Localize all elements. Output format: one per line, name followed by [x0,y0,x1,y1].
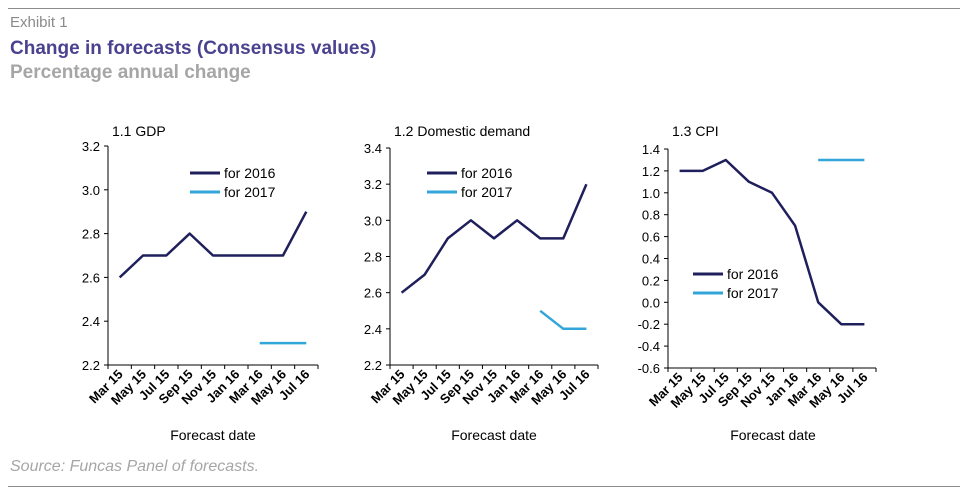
series-line-2 [539,309,587,331]
y-tick-label: 1.4 [642,142,660,157]
exhibit-label: Exhibit 1 [10,14,68,31]
y-tick-label: 2.6 [82,270,100,285]
y-tick-label: 3.2 [82,139,100,154]
chart-title: 1.3 CPI [672,123,719,139]
y-tick-label: -0.6 [638,361,660,376]
y-tick-label: 0.8 [642,208,660,223]
y-tick-label: 1.2 [642,164,660,179]
y-tick-label: 3.0 [82,183,100,198]
chart-title: 1.1 GDP [112,123,166,139]
y-tick-label: 1.0 [642,186,660,201]
y-tick-label: 0.0 [642,295,660,310]
y-tick-label: 2.2 [82,358,100,373]
y-tick-label: 2.8 [364,250,382,265]
page-title: Change in forecasts (Consensus values) [10,38,377,59]
y-tick-label: 0.6 [642,230,660,245]
y-tick-label: 2.6 [364,286,382,301]
series-line-1 [118,211,308,279]
legend-label: for 2016 [461,165,513,181]
chart-2: 1.2 Domestic demand 2.2 2.4 2.6 2.8 3.0 3.2 3.4… [364,123,599,443]
x-axis-title: Forecast date [170,427,256,443]
y-tick-label: -0.2 [638,317,660,332]
top-rule [8,8,960,9]
source-note: Source: Funcas Panel of forecasts. [10,458,260,475]
chart-title: 1.2 Domestic demand [394,123,530,139]
y-tick-label: 2.8 [82,227,100,242]
series-line-1 [679,158,865,326]
legend-label: for 2016 [224,165,276,181]
y-tick-label: 3.0 [364,213,382,228]
chart-3: 1.3 CPI -0.6 -0.4 -0.2 0.0 0.2 0.4 0.6 0.8 1.0 1.2… [638,123,877,443]
x-axis-title: Forecast date [451,427,537,443]
legend-label: for 2017 [461,184,513,200]
legend-label: for 2016 [727,266,779,282]
y-tick-label: 3.4 [364,141,382,156]
x-axis-title: Forecast date [730,427,816,443]
legend-label: for 2017 [224,184,276,200]
y-tick-label: 2.2 [364,358,382,373]
y-tick-label: 0.2 [642,273,660,288]
y-tick-label: 0.4 [642,252,660,267]
y-tick-label: 2.4 [364,322,382,337]
y-tick-label: 3.2 [364,177,382,192]
page-subtitle: Percentage annual change [10,62,251,83]
legend-label: for 2017 [727,285,779,301]
y-tick-label: -0.4 [638,339,660,354]
bottom-rule [8,486,960,487]
y-tick-label: 2.4 [82,314,100,329]
series-line-1 [400,183,588,294]
